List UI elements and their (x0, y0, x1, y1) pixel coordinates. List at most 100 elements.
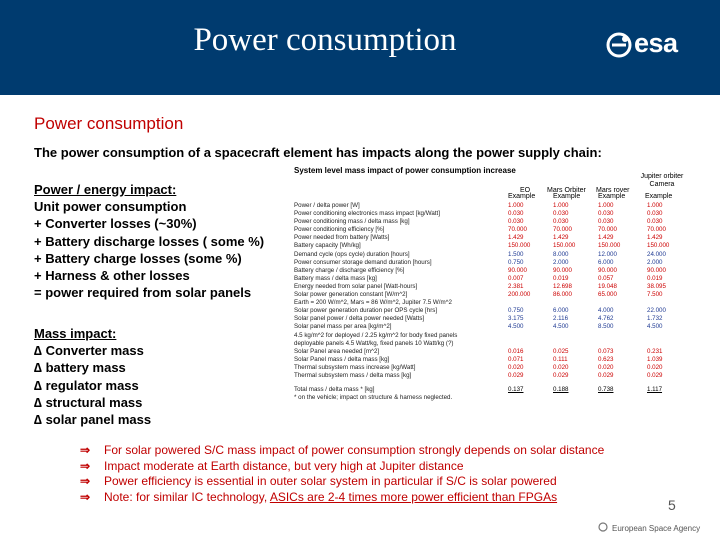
table-cell-label: Solar panel mass per area [kg/m^2] (294, 323, 392, 331)
esa-footer-icon (598, 522, 608, 532)
power-impact-line: = power required from solar panels (34, 285, 252, 301)
table-cell-label: Solar panel power / delta power needed [… (294, 315, 425, 323)
table-cell: 0.007 (508, 274, 524, 282)
table-cell: 1.429 (508, 234, 524, 242)
table-cell: 0.750 (508, 258, 524, 266)
table-cell: 0.137 (508, 386, 524, 394)
table-cell-label: Total mass / delta mass * [kg] (294, 386, 375, 394)
esa-logo-text: esa (634, 28, 678, 58)
mass-impact-line: ∆ solar panel mass (34, 412, 152, 428)
table-body: Power / delta power [W] 1.000 1.000 1.000 1.… (294, 202, 694, 380)
power-impact-heading: Power / energy impact: (34, 182, 177, 197)
table-cell-label: Battery mass / delta mass [kg] (294, 274, 377, 282)
example-label: Example (508, 193, 536, 200)
table-cell: 0.231 (647, 347, 663, 355)
table-cell: 0.750 (508, 307, 524, 315)
slide-title: Power consumption (193, 22, 457, 58)
table-cell: 2.381 (508, 282, 524, 290)
table-cell: 0.020 (647, 363, 663, 371)
table-cell: 1.000 (553, 202, 569, 209)
table-row: Solar Panel mass / delta mass [kg] 0.071 0… (294, 356, 694, 364)
table-cell-label: Power consumer storage demand duration [… (294, 258, 432, 266)
power-impact-line: + Harness & other losses (34, 268, 190, 284)
table-cell: 12.698 (553, 282, 572, 290)
table-column-headers: EO Mars Orbiter Mars rover Jupiter orbit… (294, 173, 694, 194)
table-cell: 1.039 (647, 355, 663, 363)
table-cell: 22.000 (647, 307, 666, 315)
table-cell: 1.429 (598, 234, 614, 242)
table-row: Thermal subsystem mass / delta mass [kg]… (294, 372, 694, 380)
table-cell: 6.000 (598, 258, 614, 266)
table-cell: 0.029 (647, 371, 663, 379)
table-row: Power conditioning efficiency [%] 70.000 7… (294, 226, 694, 234)
table-cell: 86.000 (553, 291, 572, 299)
table-row: Solar power generation constant [W/m^2] 2… (294, 291, 694, 299)
table-cell-label: Earth = 200 W/m^2, Mars = 86 W/m^2, Jupi… (294, 299, 452, 307)
conclusion-item: ⇒ Note: for similar IC technology, ASICs… (80, 490, 604, 506)
table-row: Solar Panel area needed [m^2] 0.016 0.025 0… (294, 348, 694, 356)
conclusion-text: Impact moderate at Earth distance, but v… (104, 458, 464, 473)
table-cell: 0.019 (553, 274, 569, 282)
table-cell: 2.000 (647, 258, 663, 266)
example-label: Example (645, 193, 673, 200)
implies-arrow-icon: ⇒ (80, 458, 91, 473)
table-row: Battery capacity [Wh/kg] 150.000 150.000 15… (294, 242, 694, 250)
mass-impact-table: System level mass impact of power consum… (294, 166, 694, 402)
mass-impact-heading: Mass impact: (34, 326, 117, 341)
mass-impact-line: ∆ structural mass (34, 394, 143, 410)
table-cell: 8.000 (553, 250, 569, 258)
table-cell: 0.020 (598, 363, 614, 371)
table-cell: 0.029 (508, 371, 524, 379)
table-cell-label: Energy needed from solar panel [Watt-hou… (294, 282, 418, 290)
implies-arrow-icon: ⇒ (80, 443, 91, 457)
table-cell: 4.500 (553, 323, 569, 331)
header-bar: Power consumption esa (0, 0, 720, 95)
conclusion-item: ⇒ Impact moderate at Earth distance, but… (80, 459, 604, 475)
table-cell: 1.732 (647, 315, 663, 323)
table-cell-label: Solar Panel area needed [m^2] (294, 347, 380, 355)
table-cell: 0.030 (553, 210, 569, 218)
table-row: Solar panel power / delta power needed [… (294, 315, 694, 323)
table-cell: 0.111 (553, 355, 568, 363)
power-impact-line: + Converter losses (~30%) (34, 216, 197, 232)
table-row: Battery mass / delta mass [kg] 0.007 0.019… (294, 275, 694, 283)
table-cell: 2.116 (553, 315, 569, 323)
table-cell-label: Demand cycle (ops cycle) duration [hours… (294, 250, 410, 258)
table-row: Power conditioning mass / delta mass [kg… (294, 218, 694, 226)
table-cell: 150.000 (508, 242, 531, 250)
conclusion-text: Note: for similar IC technology, (104, 489, 270, 504)
table-cell: 0.029 (598, 371, 614, 379)
table-cell: 0.030 (647, 218, 663, 226)
table-row: Battery charge / discharge efficiency [%… (294, 267, 694, 275)
table-cell-label: 4.5 kg/m^2 for deployed / 2.25 kg/m^2 fo… (294, 331, 458, 339)
table-cell: 0.030 (598, 218, 614, 226)
mass-impact-line: ∆ regulator mass (34, 377, 139, 393)
table-cell: 0.025 (553, 347, 569, 355)
table-cell: 2.000 (553, 258, 569, 266)
table-cell: 1.429 (553, 234, 569, 242)
table-cell-label: Power conditioning electronics mass impa… (294, 210, 440, 218)
table-row: Power / delta power [W] 1.000 1.000 1.000 1.… (294, 202, 694, 210)
power-impact-line: Unit power consumption (34, 199, 187, 215)
table-cell: 70.000 (647, 226, 666, 234)
table-cell: 1.000 (508, 202, 524, 209)
table-row: Earth = 200 W/m^2, Mars = 86 W/m^2, Jupi… (294, 299, 694, 307)
table-cell-label: Power needed from battery [Watts] (294, 234, 390, 242)
table-cell: 1.000 (647, 202, 663, 209)
conclusion-emphasis: ASICs are 2-4 times more power efficient… (269, 489, 558, 504)
table-cell: 38.095 (647, 282, 666, 290)
table-cell: 7.500 (647, 291, 663, 299)
table-cell: 150.000 (598, 242, 621, 250)
table-cell-label: deployable panels 4.5 Watt/kg, fixed pan… (294, 339, 454, 347)
table-row: 4.5 kg/m^2 for deployed / 2.25 kg/m^2 fo… (294, 332, 694, 340)
table-cell: 12.000 (598, 250, 617, 258)
table-cell: 4.000 (598, 307, 614, 315)
conclusion-item: ⇒ For solar powered S/C mass impact of p… (80, 443, 604, 459)
esa-logo-icon (606, 32, 632, 58)
table-cell: 1.000 (598, 202, 614, 209)
table-cell-label: Thermal subsystem mass increase [kg/Watt… (294, 363, 416, 371)
table-cell: 19.048 (598, 282, 617, 290)
column-header: Mars rover (596, 187, 630, 194)
table-row: Solar power generation duration per OPS … (294, 307, 694, 315)
table-cell: 90.000 (508, 266, 527, 274)
